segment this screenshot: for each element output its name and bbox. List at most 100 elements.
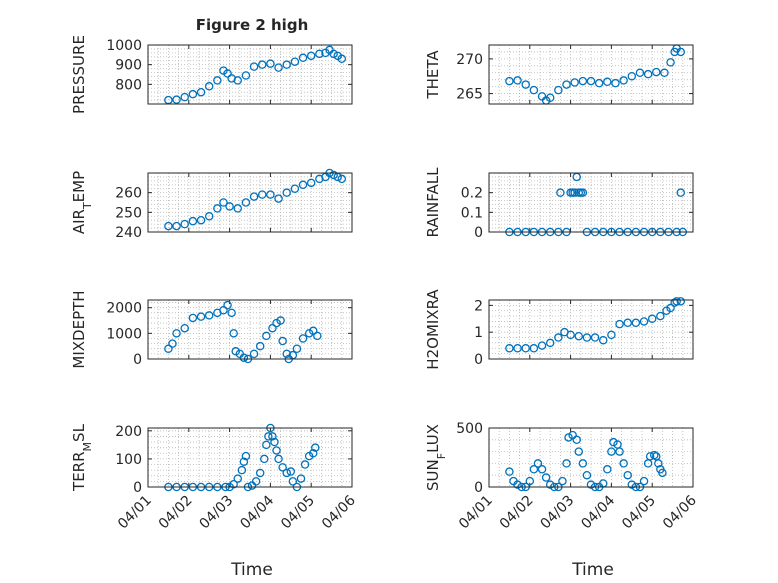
y-tick-label: 0.1 bbox=[461, 205, 483, 221]
data-point bbox=[541, 473, 551, 482]
data-point bbox=[237, 465, 247, 475]
data-point bbox=[609, 437, 618, 447]
y-tick-label: 800 bbox=[115, 77, 142, 93]
data-point bbox=[313, 331, 322, 341]
data-point bbox=[180, 323, 189, 333]
axes-frame bbox=[488, 427, 694, 488]
data-point bbox=[241, 451, 251, 461]
data-point bbox=[529, 465, 539, 474]
data-point bbox=[545, 93, 555, 103]
data-point bbox=[615, 319, 624, 329]
data-point bbox=[180, 92, 189, 102]
y-tick-label: 0 bbox=[133, 352, 142, 368]
data-point bbox=[525, 476, 535, 486]
y-tick-label: 1 bbox=[474, 325, 483, 341]
data-point bbox=[556, 188, 565, 197]
data-point bbox=[298, 180, 308, 190]
data-point bbox=[505, 467, 514, 476]
data-point bbox=[219, 306, 228, 315]
data-point bbox=[586, 480, 596, 489]
data-point bbox=[239, 353, 249, 362]
data-point bbox=[594, 78, 604, 88]
data-point bbox=[268, 323, 277, 333]
x-tick-label: 04/05 bbox=[278, 493, 318, 533]
figure-title: Figure 2 high bbox=[196, 16, 309, 34]
data-point bbox=[290, 184, 300, 193]
data-point bbox=[262, 440, 271, 450]
data-point bbox=[233, 204, 243, 213]
data-point bbox=[213, 204, 222, 213]
data-point bbox=[255, 468, 265, 478]
data-point bbox=[204, 82, 214, 91]
data-point bbox=[282, 60, 291, 69]
axes-frame bbox=[147, 427, 353, 488]
data-point bbox=[188, 216, 198, 226]
y-axis-label: H2OMIXRA bbox=[424, 289, 442, 370]
y-axis-label: MIXDEPTH bbox=[70, 290, 88, 368]
data-point bbox=[188, 89, 198, 99]
data-point bbox=[239, 457, 249, 466]
axes-background bbox=[488, 299, 694, 360]
data-point bbox=[658, 468, 667, 478]
data-point bbox=[643, 69, 653, 79]
data-point bbox=[306, 178, 316, 188]
data-point bbox=[529, 344, 539, 353]
data-point bbox=[639, 476, 649, 486]
data-point bbox=[290, 57, 300, 66]
data-point bbox=[260, 454, 269, 464]
data-point bbox=[586, 76, 596, 86]
data-point bbox=[282, 349, 291, 359]
data-point bbox=[308, 326, 318, 336]
data-point bbox=[274, 63, 283, 72]
data-point bbox=[219, 198, 228, 207]
data-point bbox=[529, 85, 539, 95]
y-tick-label: 2000 bbox=[106, 301, 142, 317]
axes-frame bbox=[147, 172, 353, 233]
data-point bbox=[654, 459, 663, 468]
x-tick-label: 04/01 bbox=[115, 493, 155, 533]
data-point bbox=[652, 67, 661, 77]
subplot-5: 0 1000 2000 MIXDEPTH bbox=[70, 290, 353, 369]
data-point bbox=[196, 87, 206, 97]
data-point bbox=[311, 443, 320, 452]
data-point bbox=[660, 68, 669, 78]
data-point bbox=[288, 477, 298, 486]
data-point bbox=[337, 174, 347, 184]
data-point bbox=[562, 80, 571, 89]
axes-background bbox=[147, 427, 353, 488]
axes-frame bbox=[147, 299, 353, 360]
data-point bbox=[572, 435, 581, 445]
data-point bbox=[627, 71, 637, 81]
y-tick-label: 240 bbox=[115, 225, 142, 241]
y-tick-label: 265 bbox=[456, 87, 483, 103]
data-point bbox=[315, 49, 324, 59]
data-point bbox=[278, 463, 287, 472]
data-point bbox=[298, 334, 308, 343]
axes-frame bbox=[488, 299, 694, 360]
data-point bbox=[266, 59, 275, 68]
data-point bbox=[578, 76, 588, 86]
data-point bbox=[329, 170, 338, 180]
subplot-6: 0 1 2 H2OMIXRA bbox=[424, 289, 694, 370]
data-point bbox=[627, 480, 637, 489]
y-tick-label: 260 bbox=[115, 186, 142, 202]
data-point bbox=[666, 58, 675, 67]
data-point bbox=[329, 49, 338, 59]
data-point bbox=[300, 460, 310, 469]
x-axis-label-left: Time bbox=[230, 560, 273, 580]
y-tick-label: 0 bbox=[474, 225, 483, 241]
data-point bbox=[574, 447, 584, 456]
data-point bbox=[562, 459, 571, 468]
data-point bbox=[172, 95, 181, 104]
data-point bbox=[564, 433, 573, 442]
data-point bbox=[521, 344, 530, 353]
data-point bbox=[172, 221, 181, 231]
data-point bbox=[223, 69, 232, 78]
y-tick-label: 250 bbox=[115, 205, 142, 221]
data-point bbox=[251, 477, 261, 486]
data-point bbox=[647, 314, 657, 324]
axes-background bbox=[147, 299, 353, 360]
data-point bbox=[266, 190, 275, 199]
data-point bbox=[196, 312, 206, 321]
data-point bbox=[603, 465, 612, 474]
